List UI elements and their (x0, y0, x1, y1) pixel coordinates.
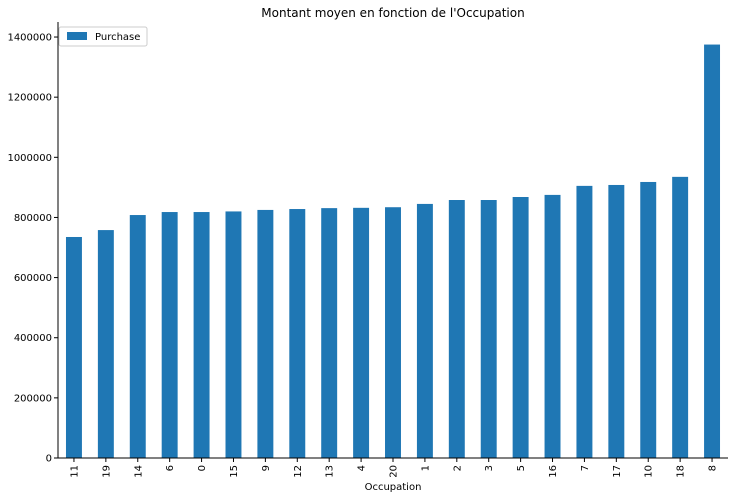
y-axis-ticks: 0 200000 400000 600000 800000 1000000 1200000 1… (7, 33, 58, 465)
x-tick-label: 11 (69, 465, 80, 478)
bar-occupation-18 (672, 176, 689, 459)
bar-occupation-2 (448, 200, 465, 458)
y-tick-label: 1200000 (7, 93, 52, 104)
bar-occupation-10 (640, 181, 657, 458)
x-tick-label: 19 (101, 465, 112, 478)
y-tick-label: 0 (46, 454, 52, 465)
bar-occupation-11 (65, 236, 82, 458)
y-tick-label: 600000 (14, 273, 52, 284)
y-tick-label: 200000 (14, 393, 52, 404)
x-tick-label: 13 (325, 465, 336, 478)
bar-occupation-5 (512, 197, 529, 458)
x-axis-label: Occupation (365, 482, 422, 493)
legend-box (58, 26, 148, 47)
x-tick-label: 9 (261, 465, 272, 471)
bar-occupation-4 (353, 207, 370, 458)
x-tick-label: 1 (420, 465, 431, 471)
bar-occupation-13 (321, 208, 338, 458)
bar-occupation-19 (97, 230, 114, 458)
x-tick-label: 2 (452, 465, 463, 471)
x-tick-label: 18 (676, 465, 687, 478)
y-tick-label: 1400000 (7, 33, 52, 44)
legend-swatch (67, 32, 87, 40)
chart-title: Montant moyen en fonction de l'Occupatio… (261, 6, 524, 20)
bar-occupation-9 (257, 209, 274, 458)
legend-label-purchase: Purchase (95, 32, 140, 43)
bar-occupation-15 (225, 211, 242, 458)
bar-occupation-12 (289, 209, 306, 458)
bar-occupation-6 (161, 212, 178, 458)
bar-occupation-3 (480, 200, 497, 458)
x-tick-label: 12 (293, 465, 304, 478)
legend: Purchase (58, 26, 148, 47)
bar-occupation-20 (385, 207, 401, 458)
x-tick-label: 15 (229, 465, 240, 478)
y-tick-label: 1000000 (7, 153, 52, 164)
bar-occupation-17 (608, 184, 625, 458)
x-axis-ticks: 11 19 14 6 0 15 9 12 13 4 20 1 2 3 5 16 7 17 10 18 8 (69, 458, 719, 478)
bar-occupation-8 (704, 44, 721, 459)
x-tick-label: 6 (165, 465, 176, 471)
bar-occupation-1 (416, 203, 433, 458)
x-tick-label: 20 (389, 465, 400, 478)
y-tick-label: 400000 (14, 333, 52, 344)
bar-occupation-7 (576, 185, 593, 458)
y-tick-label: 800000 (14, 213, 52, 224)
x-tick-label: 14 (133, 465, 144, 478)
x-tick-label: 16 (548, 465, 559, 478)
x-tick-label: 4 (357, 465, 368, 471)
x-tick-label: 5 (516, 465, 527, 471)
bar-occupation-0 (193, 212, 210, 458)
x-tick-label: 10 (644, 465, 655, 478)
bar-occupation-16 (544, 194, 561, 458)
x-tick-label: 7 (580, 465, 591, 471)
bars-group (65, 44, 721, 459)
x-tick-label: 0 (197, 465, 208, 471)
x-tick-label: 3 (484, 465, 495, 471)
x-tick-label: 8 (708, 465, 719, 471)
x-tick-label: 17 (612, 465, 623, 478)
bar-occupation-14 (129, 215, 146, 458)
